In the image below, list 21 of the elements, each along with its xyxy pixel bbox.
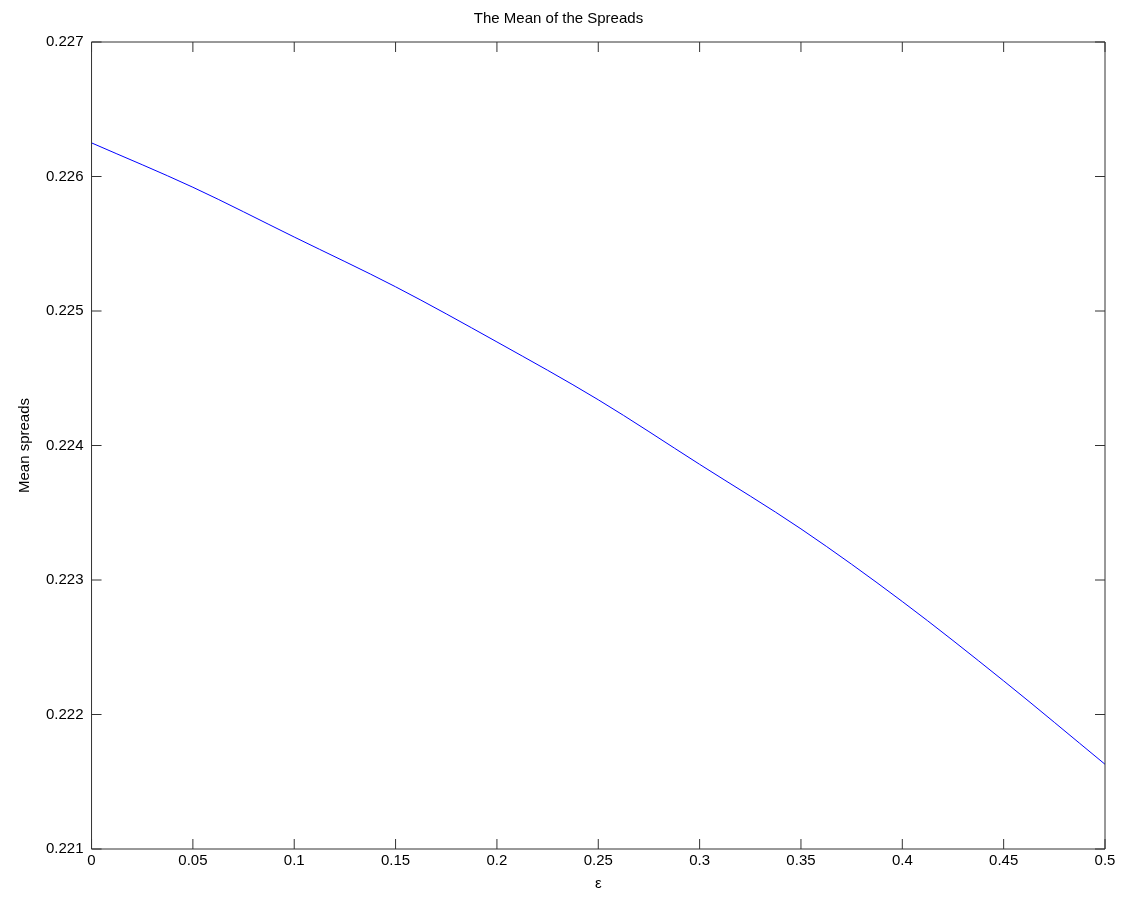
x-tick-label: 0.25 (583, 851, 613, 869)
x-tick-label: 0.45 (989, 851, 1019, 869)
y-axis-title: Mean spreads (15, 397, 33, 494)
x-tick-label: 0.35 (786, 851, 816, 869)
x-tick-label: 0 (87, 851, 96, 869)
x-tick-label: 0.3 (689, 851, 711, 869)
y-tick-label: 0.224 (45, 435, 84, 453)
y-tick-label: 0.226 (45, 166, 84, 184)
y-tick-label: 0.222 (45, 704, 84, 722)
x-tick-label: 0.1 (283, 851, 305, 869)
x-axis-title: ε (594, 874, 602, 892)
y-tick-label: 0.223 (45, 570, 84, 588)
x-tick-label: 0.15 (380, 851, 411, 869)
y-tick-label: 0.221 (45, 839, 84, 857)
y-tick-label: 0.225 (45, 301, 84, 319)
x-tick-label: 0.5 (1094, 851, 1116, 869)
x-tick-label: 0.2 (486, 851, 508, 869)
x-tick-label: 0.05 (178, 851, 208, 869)
x-tick-label: 0.4 (891, 851, 913, 869)
y-tick-label: 0.227 (45, 32, 84, 50)
chart-title: The Mean of the Spreads (473, 9, 644, 27)
